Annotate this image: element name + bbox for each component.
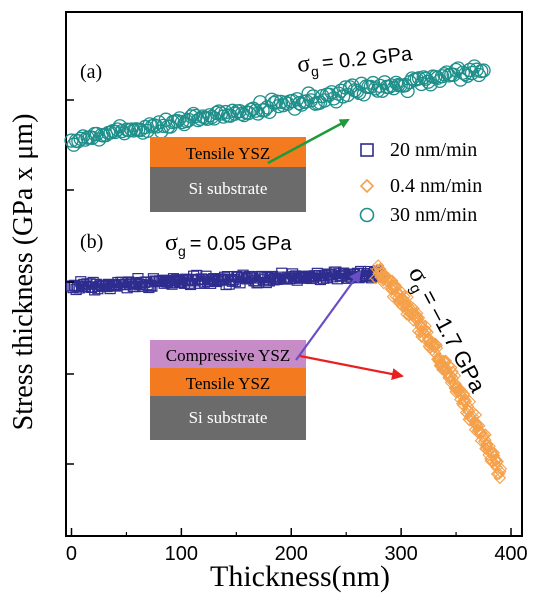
legend-marker-04nm xyxy=(361,180,373,192)
y-axis-ticks xyxy=(66,100,74,464)
arrow-purple xyxy=(296,272,360,360)
legend: 20 nm/min 0.4 nm/min 30 nm/min xyxy=(361,139,483,226)
annotation-a-sigma: σ xyxy=(296,51,312,78)
annotation-b: σg = 0.05 GPa xyxy=(165,230,292,259)
inset-a-substrate-label: Si substrate xyxy=(189,179,268,198)
y-axis-label: Stress thickness (GPa x μm) xyxy=(8,114,39,431)
annotation-a: σg= 0.2 GPa xyxy=(296,40,415,81)
annotation-b-value: = 0.05 GPa xyxy=(190,233,293,255)
inset-b: Compressive YSZ Tensile YSZ Si substrate xyxy=(150,340,306,440)
arrow-red xyxy=(300,356,402,376)
legend-label-30nm: 30 nm/min xyxy=(390,204,477,226)
inset-b-compressive-label: Compressive YSZ xyxy=(166,346,291,365)
legend-label-20nm: 20 nm/min xyxy=(390,139,477,161)
x-tick-label: 0 xyxy=(66,543,77,565)
annotation-a-value: = 0.2 GPa xyxy=(321,43,414,74)
inset-b-tensile-label: Tensile YSZ xyxy=(186,374,271,393)
x-axis-label: Thickness(nm) xyxy=(210,560,390,593)
legend-marker-20nm xyxy=(361,144,373,156)
panel-label-b: (b) xyxy=(80,231,103,253)
inset-b-substrate-label: Si substrate xyxy=(189,408,268,427)
annotation-b-sub: g xyxy=(178,243,186,259)
x-tick-label: 100 xyxy=(165,543,198,565)
legend-label-04nm: 0.4 nm/min xyxy=(390,175,482,197)
panel-label-a: (a) xyxy=(80,61,102,83)
annotation-b-sigma: σ xyxy=(165,230,178,256)
legend-marker-30nm xyxy=(361,209,374,222)
inset-a: Tensile YSZ Si substrate xyxy=(150,137,306,212)
series-20nm-points xyxy=(66,266,384,295)
x-tick-label: 400 xyxy=(494,543,527,565)
inset-a-tensile-label: Tensile YSZ xyxy=(186,144,271,163)
annotation-a-sub: g xyxy=(310,63,319,80)
